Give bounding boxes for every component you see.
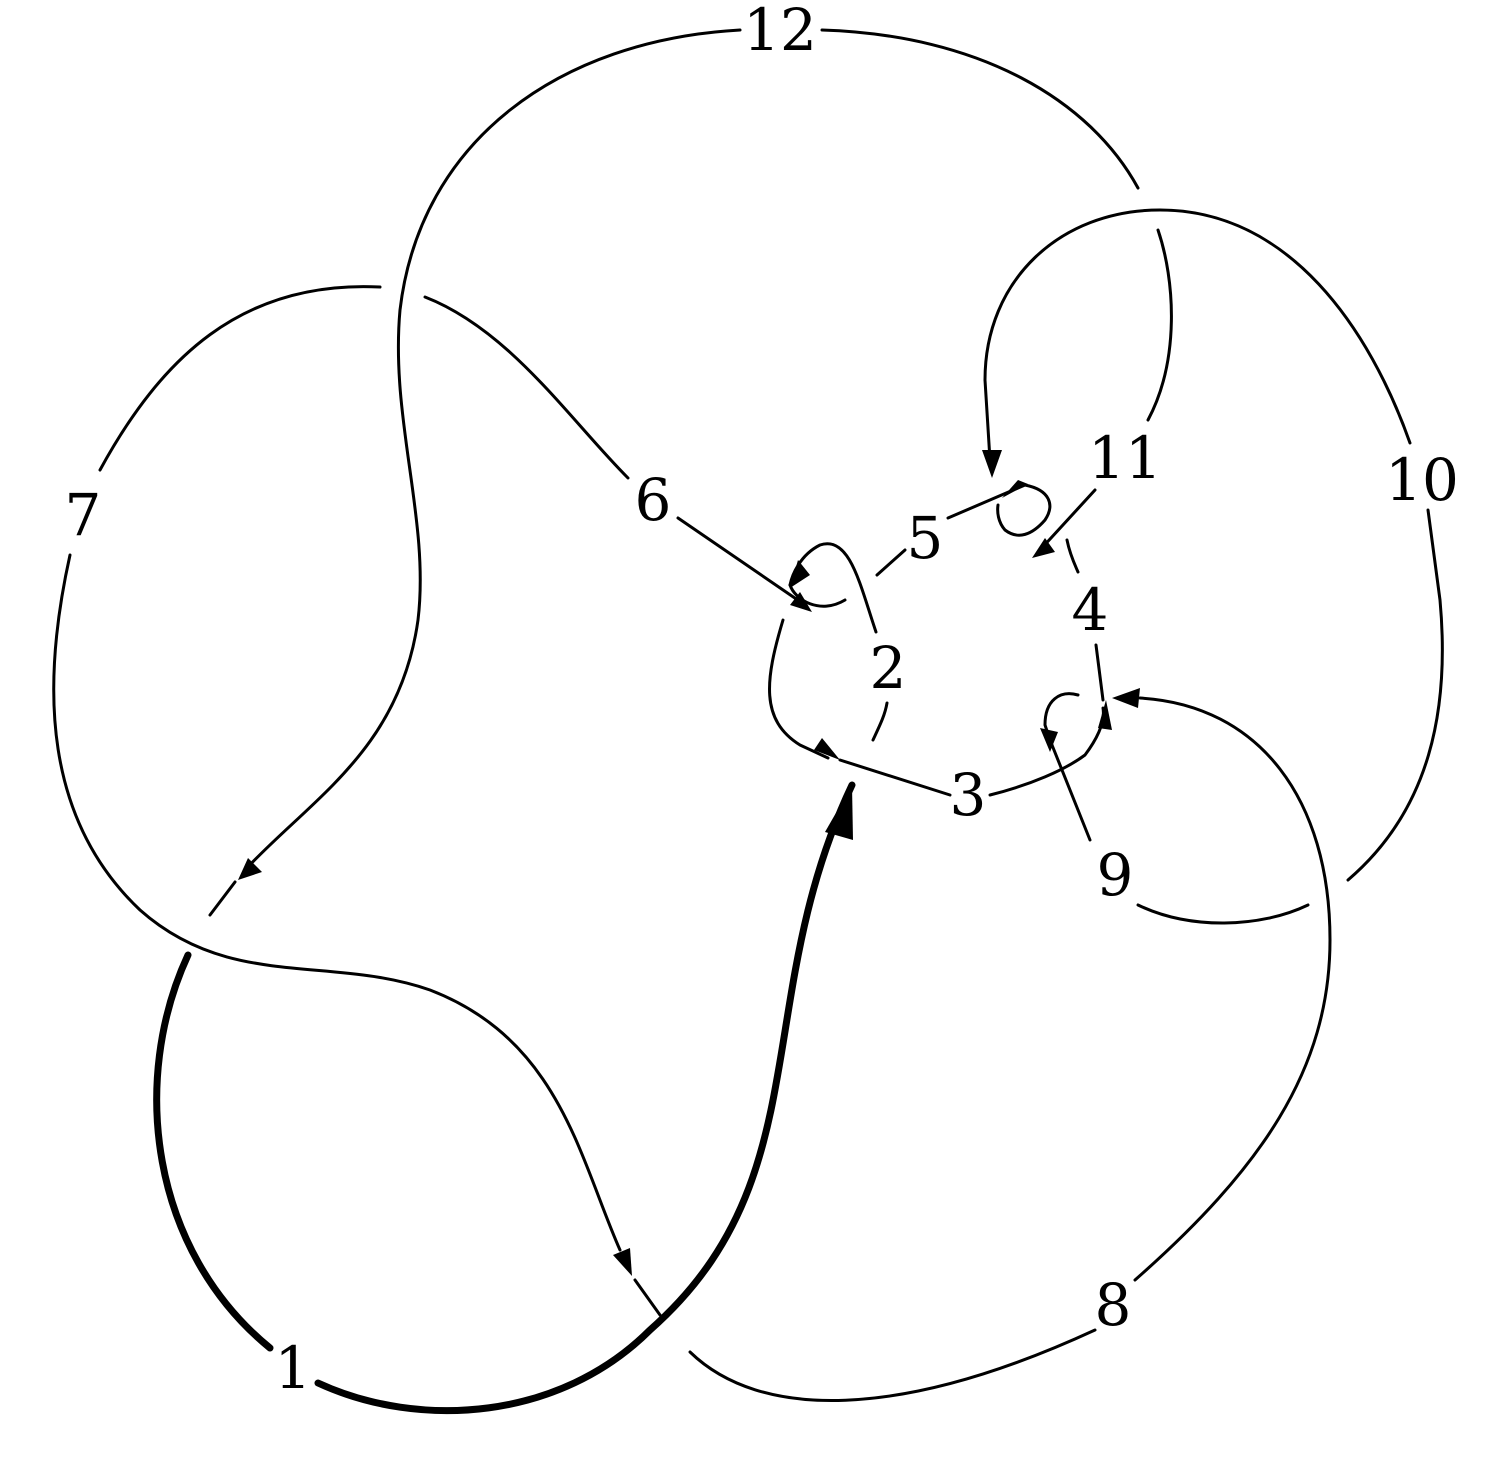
arc-4	[1040, 538, 1105, 752]
arc-10	[982, 208, 1444, 882]
arrow-head-7	[613, 1248, 632, 1276]
arc-9	[1050, 743, 1310, 925]
arrow-head-2b	[814, 738, 840, 760]
arrow-head-10	[982, 450, 1002, 478]
arc-6	[423, 295, 812, 612]
arrow-head-3	[1098, 700, 1112, 730]
label-10: 10	[1385, 446, 1459, 514]
arc-2	[768, 542, 878, 760]
arc-3	[838, 700, 1112, 797]
arrow-head-11	[1032, 538, 1055, 558]
arc-8	[688, 688, 1332, 1403]
label-3: 3	[950, 761, 987, 829]
label-6: 6	[635, 466, 672, 534]
arrow-head-8	[1112, 688, 1140, 708]
arc-5	[875, 480, 1052, 577]
label-8: 8	[1095, 1271, 1132, 1339]
arc-11	[1032, 228, 1173, 558]
label-7: 7	[65, 481, 102, 549]
arrow-head-12	[238, 858, 262, 880]
arrow-head-5	[1002, 480, 1028, 498]
label-4: 4	[1072, 576, 1109, 644]
arrow-head-4	[1040, 728, 1058, 752]
arc-12	[208, 28, 1140, 917]
label-9: 9	[1097, 841, 1134, 909]
label-5: 5	[907, 504, 944, 572]
arrow-head-1	[825, 785, 853, 840]
label-1: 1	[275, 1334, 312, 1402]
label-12: 12	[743, 0, 817, 64]
label-11: 11	[1088, 424, 1162, 492]
arc-1	[153, 781, 856, 1415]
arrow-head-6	[790, 592, 812, 612]
arrow-head-2	[790, 560, 810, 588]
labels: 1 2 3 4 5 6 7 8 9 10 11 12	[65, 0, 1459, 1402]
arc-7	[52, 285, 662, 1317]
label-2: 2	[870, 634, 907, 702]
